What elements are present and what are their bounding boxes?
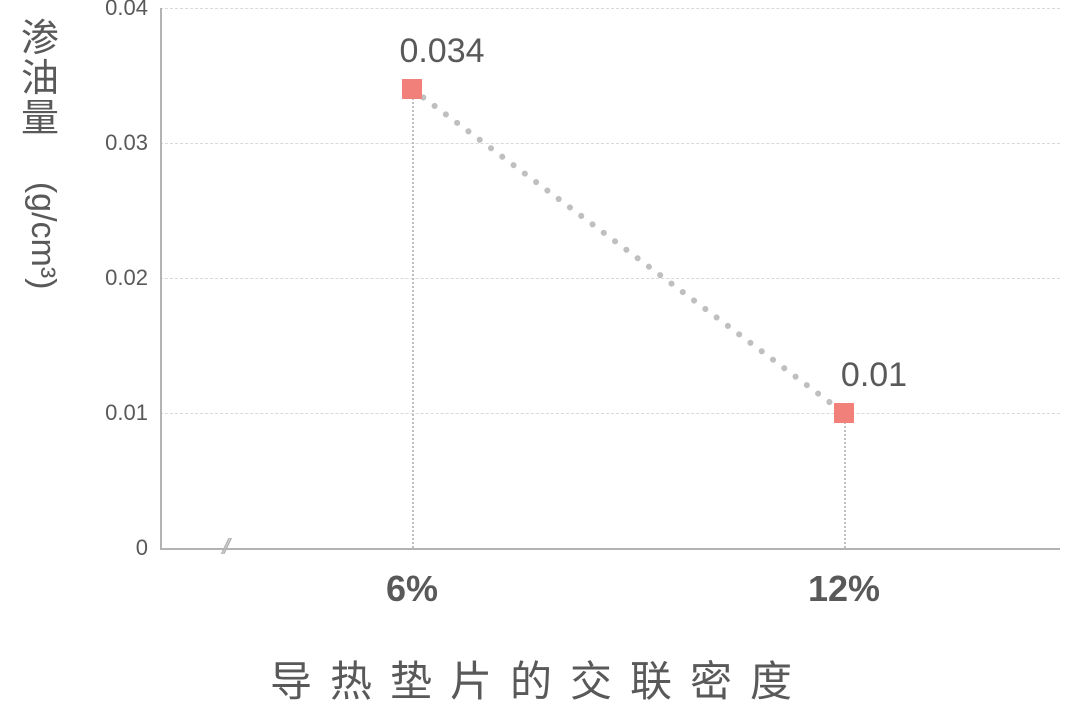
y-tick-label: 0.01	[78, 400, 148, 426]
x-tick-label: 12%	[784, 568, 904, 610]
y-tick-label: 0.03	[78, 130, 148, 156]
y-title-unit: (g/cm³)	[24, 182, 60, 242]
connector-line	[160, 8, 1060, 548]
x-tick-label: 6%	[352, 568, 472, 610]
x-axis-title: 导热垫片的交联密度	[0, 648, 1080, 709]
plot-area: 00.010.020.030.04//6%12%0.0340.01	[160, 8, 1060, 548]
y-tick-label: 0.02	[78, 265, 148, 291]
data-label: 0.01	[841, 356, 907, 395]
y-title-char-2: 量	[10, 100, 70, 140]
y-tick-label: 0.04	[78, 0, 148, 21]
y-tick-label: 0	[78, 535, 148, 561]
data-label: 0.034	[399, 32, 484, 71]
y-title-char-0: 渗	[10, 20, 70, 60]
y-title-char-1: 油	[10, 60, 70, 100]
x-axis-line	[160, 548, 1060, 550]
chart-container: 渗 油 量 (g/cm³) 00.010.020.030.04//6%12%0.…	[0, 0, 1080, 709]
data-marker	[834, 403, 854, 423]
y-axis-title: 渗 油 量 (g/cm³)	[10, 20, 70, 175]
data-marker	[402, 79, 422, 99]
